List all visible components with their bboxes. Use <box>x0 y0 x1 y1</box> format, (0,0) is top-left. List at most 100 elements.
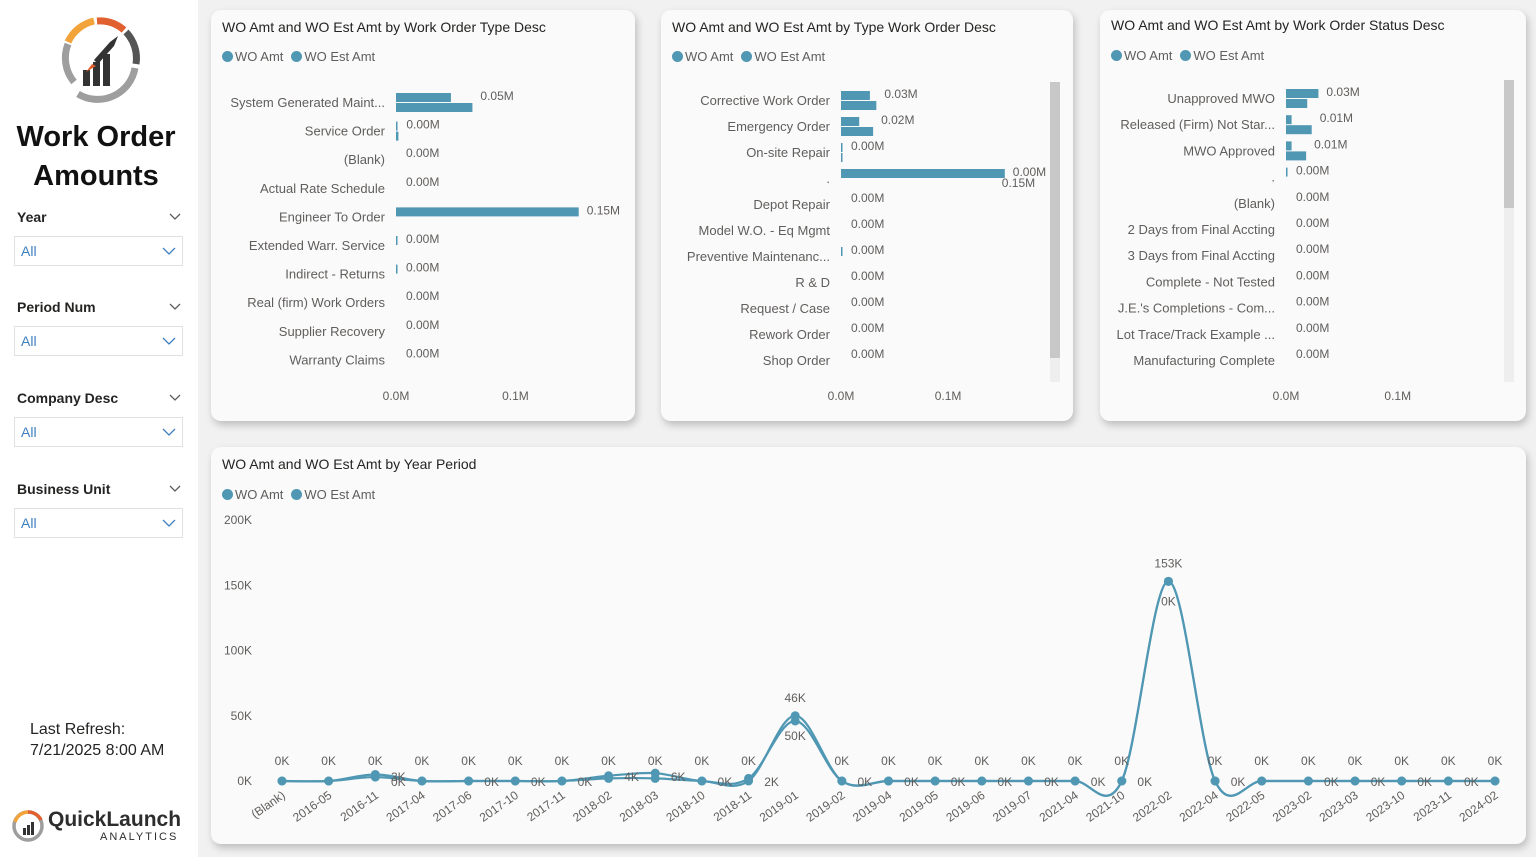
point-wo-est-amt[interactable] <box>837 776 847 786</box>
point-wo-est-amt[interactable] <box>1443 776 1453 786</box>
point-wo-est-amt[interactable] <box>1257 776 1267 786</box>
bar-wo-amt[interactable] <box>841 117 860 126</box>
category-label: Model W.O. - Eq Mgmt <box>699 223 831 238</box>
data-label: 0.15M <box>587 203 620 217</box>
point-wo-est-amt[interactable] <box>1117 776 1127 786</box>
point-wo-est-amt[interactable] <box>1350 776 1360 786</box>
chart-title: WO Amt and WO Est Amt by Year Period <box>222 456 477 472</box>
category-label: Depot Repair <box>753 197 830 212</box>
bar-chart[interactable]: Unapproved MWO 0.03M Released (Firm) Not S… <box>1100 10 1526 421</box>
bar-wo-amt[interactable] <box>1286 89 1319 98</box>
point-wo-est-amt[interactable] <box>557 776 567 786</box>
x-tick-label: 2024-02 <box>1457 788 1501 825</box>
data-label: 0K <box>1488 754 1503 768</box>
bar-wo-amt[interactable] <box>841 169 1005 178</box>
vertical-scrollbar[interactable] <box>1504 80 1514 382</box>
category-label: MWO Approved <box>1183 143 1275 158</box>
x-tick-label: 2023-10 <box>1363 788 1407 825</box>
chevron-down-icon[interactable] <box>169 485 181 493</box>
point-wo-est-amt[interactable] <box>1303 776 1313 786</box>
bar-wo-amt[interactable] <box>841 91 870 100</box>
data-label: 46K <box>785 691 806 705</box>
point-wo-est-amt[interactable] <box>370 769 380 779</box>
bar-wo-amt[interactable] <box>396 93 451 102</box>
slicer-year-dropdown[interactable]: All <box>14 236 183 266</box>
bar-wo-est-amt[interactable] <box>396 131 399 141</box>
bar-chart[interactable]: Corrective Work Order 0.03M Emergency Orde… <box>661 10 1073 421</box>
rocket-chart-logo-icon <box>61 17 140 103</box>
slicer-company-desc-dropdown[interactable]: All <box>14 417 183 447</box>
scrollbar-thumb[interactable] <box>1050 82 1060 358</box>
chevron-down-icon[interactable] <box>169 303 181 311</box>
bar-wo-est-amt[interactable] <box>841 101 877 110</box>
point-wo-est-amt[interactable] <box>1163 576 1173 586</box>
chart-card-work-order-status: WO Amt and WO Est Amt by Work Order Stat… <box>1100 10 1526 421</box>
point-wo-est-amt[interactable] <box>744 776 754 786</box>
point-wo-est-amt[interactable] <box>464 776 474 786</box>
data-label: 0K <box>461 754 476 768</box>
point-wo-est-amt[interactable] <box>884 776 893 786</box>
point-wo-est-amt[interactable] <box>417 776 427 786</box>
slicer-period-num: Period Num All <box>14 297 183 356</box>
chevron-down-icon[interactable] <box>169 394 181 402</box>
data-label: 0.00M <box>406 346 439 360</box>
line-wo-est-amt[interactable] <box>281 580 1495 797</box>
slicer-business-unit-dropdown[interactable]: All <box>14 508 183 538</box>
bar-wo-amt[interactable] <box>1286 167 1288 177</box>
point-wo-est-amt[interactable] <box>1023 776 1033 786</box>
point-wo-est-amt[interactable] <box>277 776 287 786</box>
data-label: 0.00M <box>406 318 439 332</box>
slicer-period-num-dropdown[interactable]: All <box>14 326 183 356</box>
point-wo-est-amt[interactable] <box>930 776 940 786</box>
point-wo-est-amt[interactable] <box>1070 776 1080 786</box>
page-title-line1: Work Order <box>16 121 176 153</box>
data-label: 0.00M <box>1013 165 1046 179</box>
point-wo-est-amt[interactable] <box>977 776 987 786</box>
data-label: 0K <box>275 754 290 768</box>
bar-wo-amt[interactable] <box>841 247 843 256</box>
category-label: Real (firm) Work Orders <box>247 295 385 310</box>
point-wo-est-amt[interactable] <box>604 773 614 783</box>
point-wo-est-amt[interactable] <box>1490 776 1500 786</box>
data-label: 0K <box>1208 754 1223 768</box>
chevron-down-icon[interactable] <box>169 213 181 221</box>
bar-wo-amt[interactable] <box>396 207 579 217</box>
bar-wo-est-amt[interactable] <box>1286 125 1312 135</box>
vertical-scrollbar[interactable] <box>1050 82 1060 382</box>
point-wo-est-amt[interactable] <box>790 711 800 721</box>
data-label: 2K <box>764 775 779 789</box>
data-label: 0K <box>1324 775 1339 789</box>
point-wo-est-amt[interactable] <box>510 776 520 786</box>
bar-wo-est-amt[interactable] <box>841 153 843 162</box>
data-label: 0.00M <box>1296 268 1329 282</box>
bar-wo-amt[interactable] <box>1286 141 1292 151</box>
line-chart[interactable]: 0K 50K 100K 150K 200K 0K 0K 0K 0K 0K 0K 0K 0K 0K 0K 0K 4… <box>211 447 1526 844</box>
point-wo-est-amt[interactable] <box>650 773 660 783</box>
bar-wo-amt[interactable] <box>396 121 398 131</box>
bar-wo-amt[interactable] <box>396 236 398 245</box>
bar-wo-amt[interactable] <box>841 143 843 152</box>
x-tick-label: 2021-04 <box>1037 788 1081 825</box>
bar-wo-est-amt[interactable] <box>841 127 874 136</box>
category-label: Warranty Claims <box>289 352 385 367</box>
point-wo-est-amt[interactable] <box>1210 776 1220 786</box>
scrollbar-thumb[interactable] <box>1504 80 1514 208</box>
x-tick-label: 2023-02 <box>1270 788 1314 825</box>
x-tick-label: (Blank) <box>249 788 288 821</box>
slicer-period-num-value: All <box>21 333 37 349</box>
bar-chart[interactable]: System Generated Maint... 0.05M Service Or… <box>211 10 635 421</box>
bar-wo-amt[interactable] <box>396 264 398 274</box>
bar-wo-est-amt[interactable] <box>1286 151 1307 161</box>
data-label: 0K <box>1231 775 1246 789</box>
bar-wo-est-amt[interactable] <box>396 103 473 112</box>
x-tick-label: 0.0M <box>1273 389 1300 403</box>
chart-card-year-period: WO Amt and WO Est Amt by Year Period WO … <box>211 447 1526 844</box>
point-wo-est-amt[interactable] <box>1397 776 1407 786</box>
bar-wo-amt[interactable] <box>1286 115 1292 125</box>
bar-wo-est-amt[interactable] <box>1286 99 1308 108</box>
point-wo-est-amt[interactable] <box>697 776 707 786</box>
point-wo-est-amt[interactable] <box>324 776 334 786</box>
data-label: 0K <box>718 775 733 789</box>
data-label: 0.01M <box>1314 137 1347 151</box>
slicer-company-desc-value: All <box>21 424 37 440</box>
